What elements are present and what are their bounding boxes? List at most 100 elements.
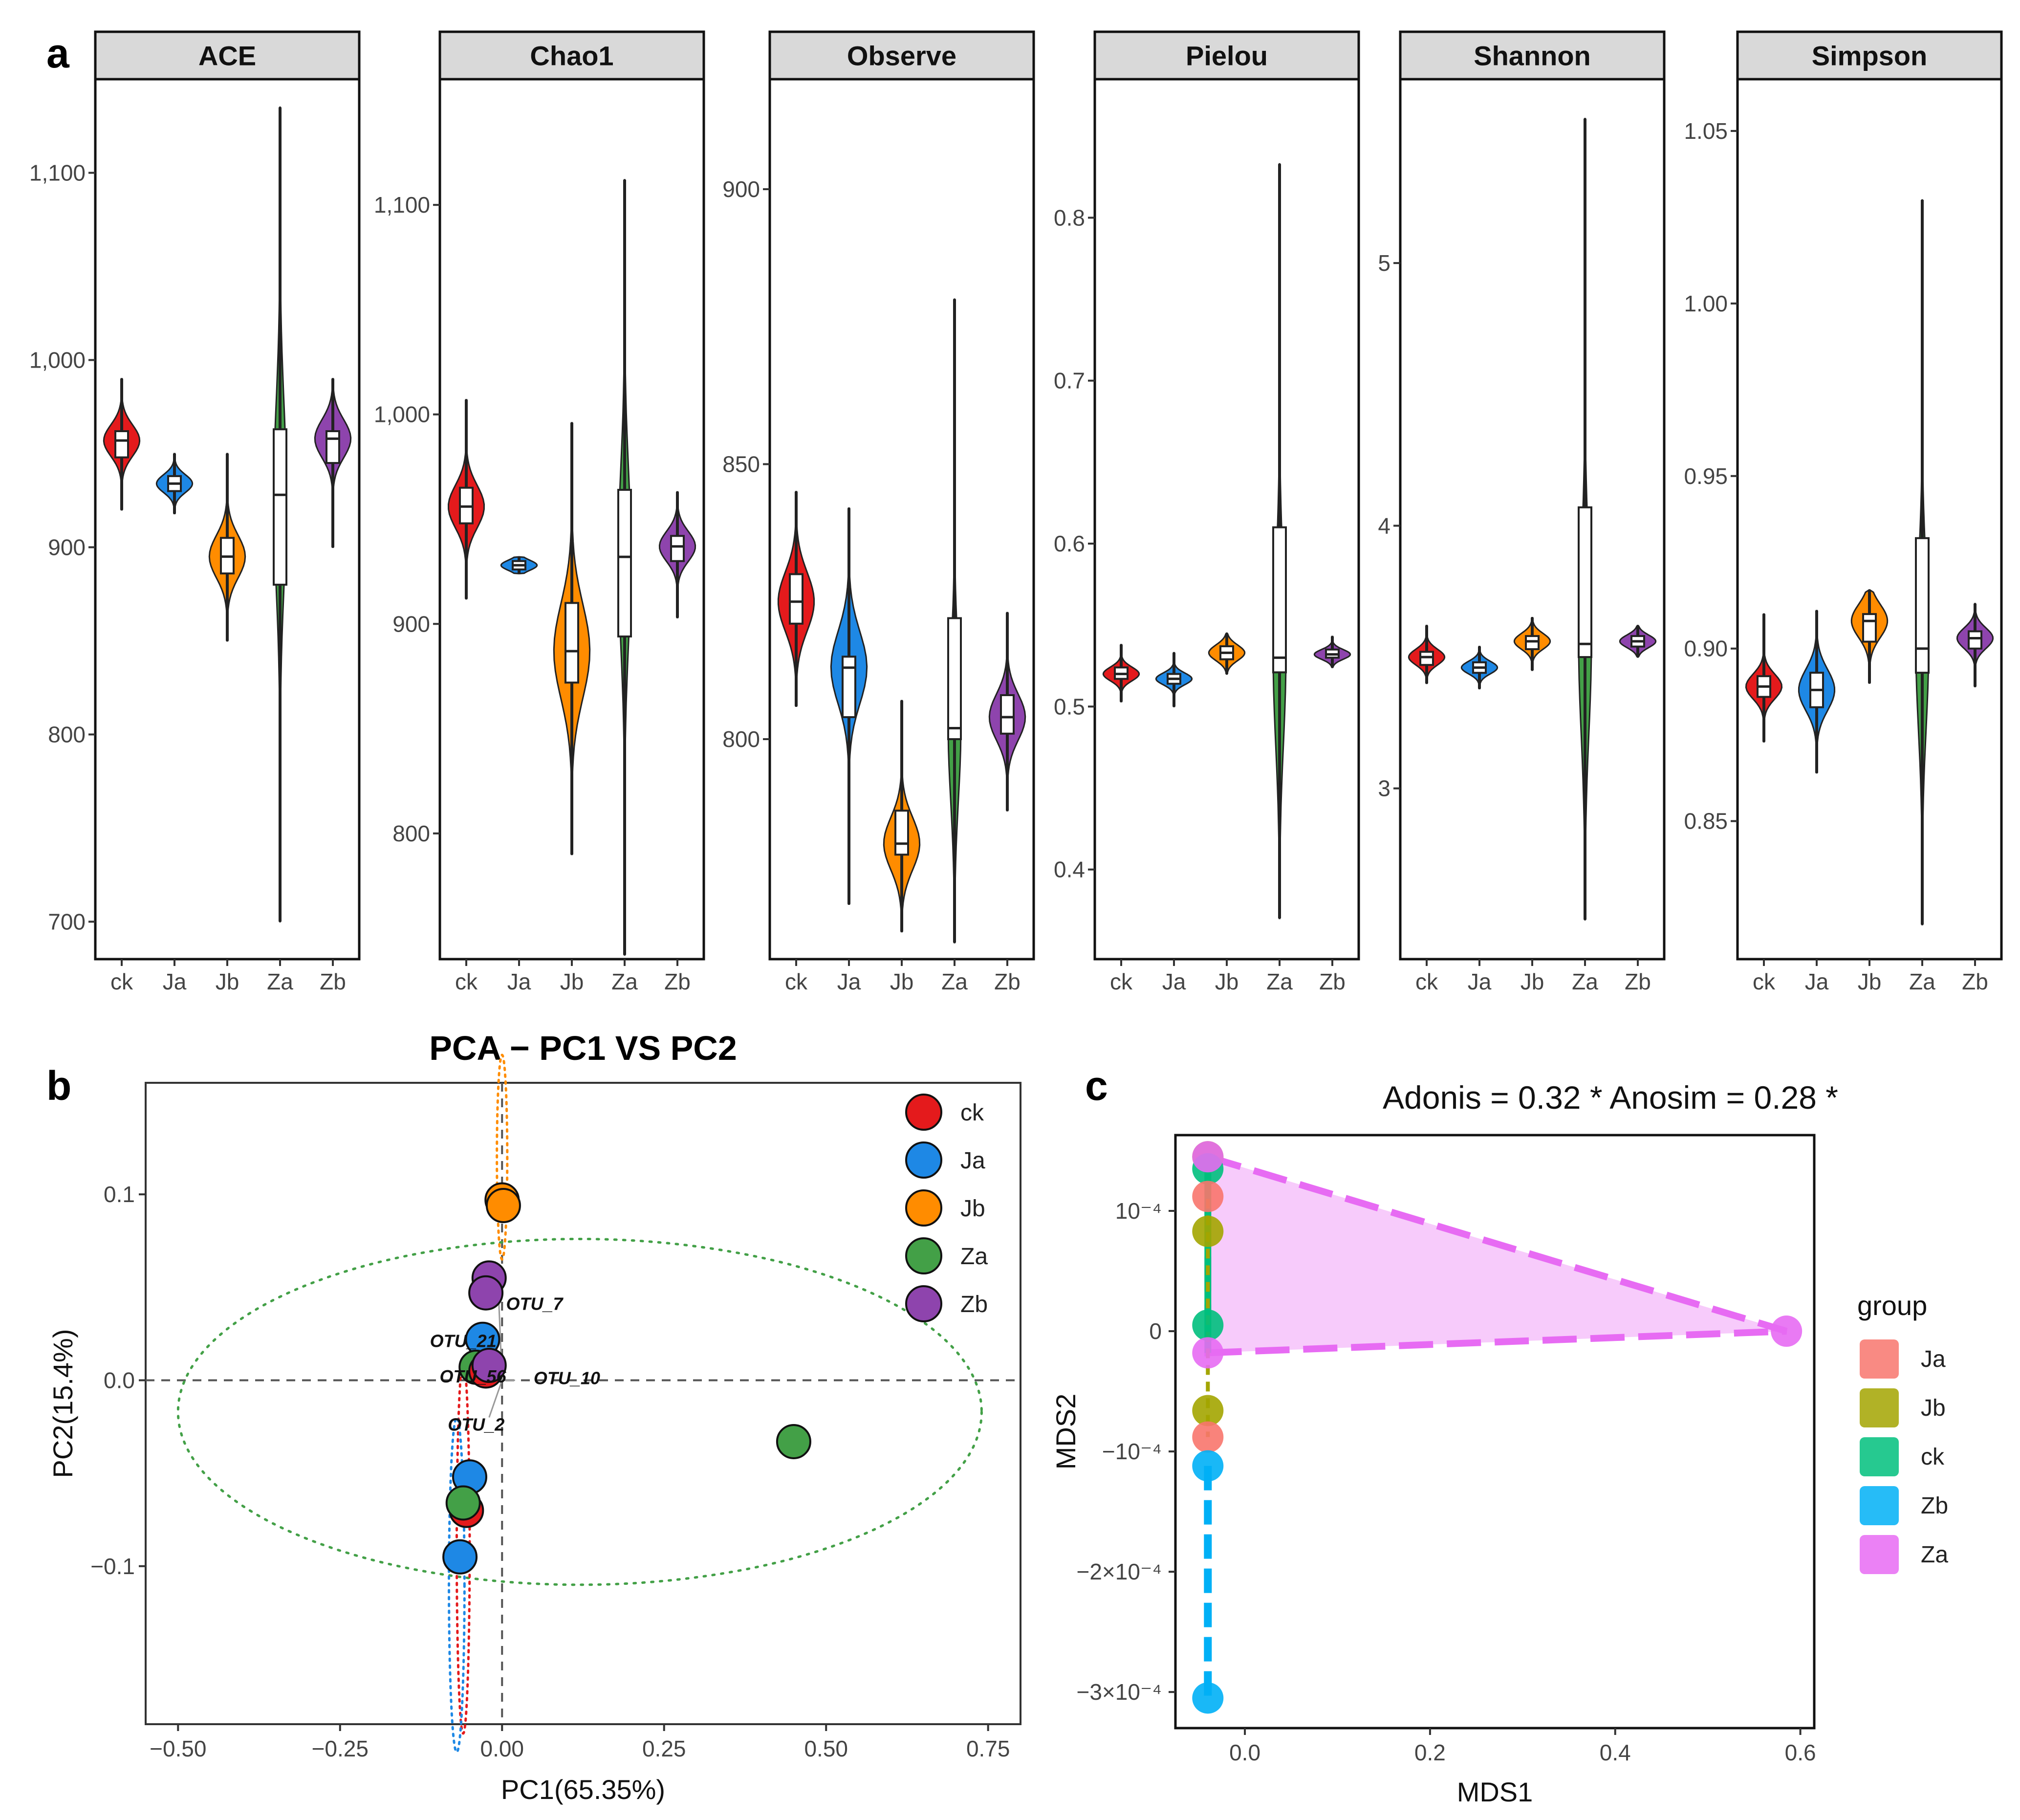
- facet-observe-xtick-label: Zb: [994, 969, 1021, 994]
- pca-ellipse-jb: [496, 1053, 509, 1261]
- facet-chao1-za-box: [617, 489, 632, 637]
- facet-simpson-title: Simpson: [1812, 41, 1927, 71]
- facet-chao1-xtick-label: Zb: [664, 969, 691, 994]
- nmds-legend-key-zb: [1860, 1486, 1899, 1525]
- pca-legend-key-ck: [905, 1094, 942, 1131]
- facet-shannon-frame: [1399, 78, 1666, 961]
- nmds-legend-label-jb: Jb: [1921, 1395, 1946, 1421]
- nmds-point-ja: [1192, 1421, 1224, 1453]
- facet-pielou-xtick-label: Jb: [1215, 969, 1239, 994]
- pca-ytick-label: 0.1: [104, 1182, 135, 1207]
- nmds-legend-key-jb: [1860, 1388, 1899, 1427]
- pca-legend-label-jb: Jb: [960, 1196, 985, 1222]
- pca-point-ja: [442, 1539, 478, 1575]
- facet-ace-xtick-label: Zb: [320, 969, 346, 994]
- facet-observe-strip: [768, 30, 1035, 81]
- facet-simpson-frame: [1736, 78, 2003, 961]
- pca-legend-label-zb: Zb: [960, 1292, 988, 1317]
- nmds-legend-title: group: [1857, 1290, 1927, 1321]
- facet-simpson-ytick-label: 1.05: [1684, 118, 1728, 144]
- facet-ace-za-box: [273, 428, 287, 586]
- facet-observe-xtick-label: ck: [785, 969, 808, 994]
- facet-pielou-ytick-label: 0.7: [1054, 368, 1085, 394]
- nmds-point-zb: [1192, 1682, 1224, 1714]
- facet-ace-ytick-label: 1,100: [29, 160, 86, 185]
- pca-point-za: [776, 1424, 811, 1459]
- pca-xlabel: PC1(65.35%): [501, 1774, 665, 1805]
- facet-pielou-xtick-label: Zb: [1319, 969, 1346, 994]
- nmds-legend-label-zb: Zb: [1921, 1493, 1948, 1519]
- pca-xtick-label: 0.50: [804, 1736, 848, 1761]
- facet-ace-title: ACE: [198, 41, 256, 71]
- facet-shannon-title: Shannon: [1474, 41, 1591, 71]
- pca-otu-label: OTU_2: [448, 1415, 504, 1435]
- nmds-point-za: [1771, 1316, 1803, 1347]
- nmds-frame: [1174, 1134, 1816, 1730]
- panel-label-a: a: [46, 30, 70, 76]
- facet-observe-ytick-label: 850: [722, 452, 760, 477]
- facet-ace-ytick-label: 800: [48, 722, 86, 747]
- facet-pielou-frame: [1093, 78, 1360, 961]
- pca-legend-key-za: [905, 1237, 942, 1274]
- nmds-point-zb: [1192, 1450, 1224, 1482]
- pca-ytick-label: −0.1: [90, 1554, 135, 1579]
- pca-otu-label: OTU_7: [506, 1294, 564, 1314]
- nmds-point-ck: [1192, 1309, 1224, 1341]
- pca-title: PCA − PC1 VS PC2: [429, 1029, 737, 1067]
- nmds-ytick-label: −3×10⁻⁴: [1076, 1679, 1162, 1705]
- facet-simpson-ytick-label: 0.95: [1684, 463, 1728, 489]
- nmds-point-ja: [1192, 1181, 1224, 1212]
- pca-xtick-label: 0.75: [966, 1736, 1010, 1761]
- facet-ace: ACE 700 800 900 1,000 1,100 ck Ja Jb Za Zb: [29, 30, 361, 994]
- pca-ytick-label: 0.0: [104, 1367, 135, 1393]
- facet-simpson-xtick-label: Jb: [1858, 969, 1882, 994]
- facet-pielou-ytick-label: 0.6: [1054, 531, 1085, 556]
- facet-observe-za-box: [947, 617, 962, 740]
- facet-pielou-ytick-label: 0.5: [1054, 694, 1085, 719]
- pca-xtick-label: 0.00: [480, 1736, 524, 1761]
- facet-shannon-xtick-label: Jb: [1520, 969, 1544, 994]
- facet-ace-ytick-label: 1,000: [29, 347, 86, 373]
- facet-pielou-ytick-label: 0.4: [1054, 857, 1085, 882]
- pca-point-zb: [471, 1348, 507, 1383]
- nmds-point-jb: [1192, 1215, 1224, 1247]
- facet-observe-jb-box: [894, 810, 909, 856]
- nmds-legend-label-za: Za: [1921, 1542, 1948, 1568]
- facet-simpson-xtick-label: ck: [1753, 969, 1776, 994]
- facet-shannon-xtick-label: Zb: [1625, 969, 1651, 994]
- facet-simpson-ytick-label: 0.90: [1684, 636, 1728, 661]
- pca-point-za: [445, 1485, 481, 1521]
- facet-simpson-za-box: [1915, 537, 1930, 674]
- nmds-ytick-label: 10⁻⁴: [1115, 1198, 1162, 1224]
- nmds-legend-key-za: [1860, 1535, 1899, 1574]
- nmds-ytick-label: −10⁻⁴: [1102, 1439, 1162, 1464]
- facet-ace-xtick-label: Ja: [163, 969, 187, 994]
- facet-ace-ytick-label: 700: [48, 909, 86, 934]
- facet-shannon-ck-box: [1419, 651, 1434, 666]
- facet-chao1-ytick-label: 900: [392, 611, 430, 636]
- panel-label-c: c: [1085, 1063, 1108, 1109]
- pca-otu-label: OTU_21: [430, 1331, 497, 1351]
- facet-simpson-jb-box: [1862, 613, 1877, 643]
- facet-shannon: Shannon 3 4 5 ck Ja Jb Za Zb: [1378, 30, 1666, 994]
- pca-frame: [145, 1082, 1021, 1725]
- nmds-hull-za: [1204, 1152, 1788, 1357]
- nmds-ytick-label: −2×10⁻⁴: [1076, 1559, 1162, 1584]
- pca-otu-label: OTU_10: [534, 1368, 600, 1388]
- facet-shannon-xtick-label: Za: [1572, 969, 1598, 994]
- nmds-legend-label-ja: Ja: [1921, 1346, 1946, 1372]
- facet-simpson: Simpson 0.85 0.90 0.95 1.00 1.05 ck Ja Jb Za Zb: [1684, 30, 2003, 994]
- pca-legend-label-ja: Ja: [960, 1148, 985, 1174]
- facet-shannon-za-box: [1578, 506, 1592, 658]
- pca-legend-key-jb: [905, 1189, 942, 1227]
- facet-simpson-xtick-label: Zb: [1962, 969, 1988, 994]
- nmds-legend-key-ck: [1860, 1437, 1899, 1476]
- facet-ace-xtick-label: Jb: [216, 969, 239, 994]
- facet-observe-ck-box: [789, 573, 804, 625]
- pca-loading-arrow-otu-2: [488, 1380, 503, 1418]
- pca-panel-b: PCA − PC1 VS PC2 −0.50 −0.25 0.00 0.25 0.50 0.…: [47, 1029, 1021, 1805]
- facet-shannon-ytick-label: 3: [1378, 776, 1390, 801]
- facet-simpson-xtick-label: Za: [1909, 969, 1935, 994]
- pca-legend-key-zb: [905, 1285, 942, 1322]
